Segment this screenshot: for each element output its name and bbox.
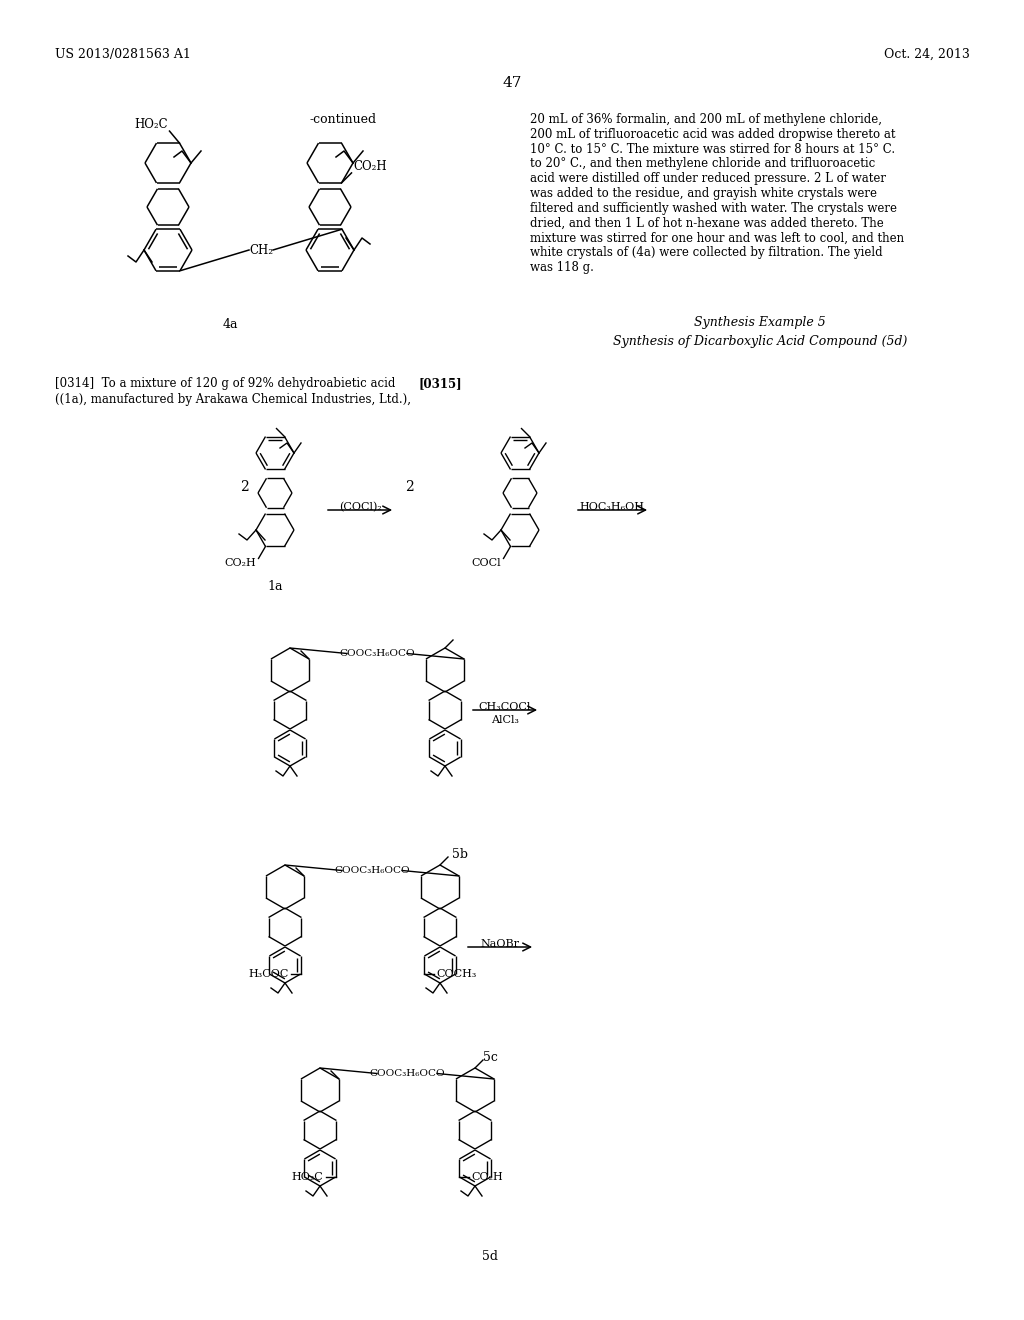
Text: 2: 2 bbox=[240, 480, 249, 494]
Text: 20 mL of 36% formalin, and 200 mL of methylene chloride,: 20 mL of 36% formalin, and 200 mL of met… bbox=[530, 114, 882, 125]
Text: was 118 g.: was 118 g. bbox=[530, 261, 594, 275]
Text: [0314]  To a mixture of 120 g of 92% dehydroabietic acid: [0314] To a mixture of 120 g of 92% dehy… bbox=[55, 378, 395, 389]
Text: HO₂C: HO₂C bbox=[134, 117, 168, 131]
Text: COOC₃H₆OCO: COOC₃H₆OCO bbox=[339, 649, 415, 657]
Text: acid were distilled off under reduced pressure. 2 L of water: acid were distilled off under reduced pr… bbox=[530, 172, 886, 185]
Text: US 2013/0281563 A1: US 2013/0281563 A1 bbox=[55, 48, 190, 61]
Text: Oct. 24, 2013: Oct. 24, 2013 bbox=[884, 48, 970, 61]
Text: CO₂H: CO₂H bbox=[353, 160, 387, 173]
Text: 10° C. to 15° C. The mixture was stirred for 8 hours at 15° C.: 10° C. to 15° C. The mixture was stirred… bbox=[530, 143, 895, 156]
Text: (COCl)₂: (COCl)₂ bbox=[339, 502, 381, 512]
Text: dried, and then 1 L of hot n-hexane was added thereto. The: dried, and then 1 L of hot n-hexane was … bbox=[530, 216, 884, 230]
Text: 5c: 5c bbox=[482, 1051, 498, 1064]
Text: CH₃COCl: CH₃COCl bbox=[479, 702, 531, 711]
Text: NaOBr: NaOBr bbox=[480, 939, 519, 949]
Text: was added to the residue, and grayish white crystals were: was added to the residue, and grayish wh… bbox=[530, 187, 877, 201]
Text: CH₂: CH₂ bbox=[249, 243, 273, 256]
Text: H₃COC: H₃COC bbox=[248, 969, 289, 979]
Text: ((1a), manufactured by Arakawa Chemical Industries, Ltd.),: ((1a), manufactured by Arakawa Chemical … bbox=[55, 393, 411, 407]
Text: to 20° C., and then methylene chloride and trifluoroacetic: to 20° C., and then methylene chloride a… bbox=[530, 157, 876, 170]
Text: COCH₃: COCH₃ bbox=[436, 969, 477, 979]
Text: mixture was stirred for one hour and was left to cool, and then: mixture was stirred for one hour and was… bbox=[530, 231, 904, 244]
Text: filtered and sufficiently washed with water. The crystals were: filtered and sufficiently washed with wa… bbox=[530, 202, 897, 215]
Text: HOC₃H₆OH: HOC₃H₆OH bbox=[580, 502, 644, 512]
Text: AlCl₃: AlCl₃ bbox=[490, 715, 519, 725]
Text: CO₂H: CO₂H bbox=[471, 1172, 503, 1181]
Text: CO₂H: CO₂H bbox=[224, 558, 256, 569]
Text: 200 mL of trifluoroacetic acid was added dropwise thereto at: 200 mL of trifluoroacetic acid was added… bbox=[530, 128, 896, 141]
Text: Synthesis Example 5: Synthesis Example 5 bbox=[694, 315, 826, 329]
Text: 1a: 1a bbox=[267, 579, 283, 593]
Text: COCl: COCl bbox=[472, 558, 502, 569]
Text: Synthesis of Dicarboxylic Acid Compound (5d): Synthesis of Dicarboxylic Acid Compound … bbox=[612, 335, 907, 348]
Text: 2: 2 bbox=[406, 480, 414, 494]
Text: COOC₃H₆OCO: COOC₃H₆OCO bbox=[334, 866, 410, 875]
Text: [0315]: [0315] bbox=[418, 378, 462, 389]
Text: -continued: -continued bbox=[310, 114, 377, 125]
Text: 47: 47 bbox=[503, 77, 521, 90]
Text: white crystals of (4a) were collected by filtration. The yield: white crystals of (4a) were collected by… bbox=[530, 247, 883, 259]
Text: 5d: 5d bbox=[482, 1250, 498, 1263]
Text: HO₂C: HO₂C bbox=[292, 1172, 324, 1181]
Text: 4a: 4a bbox=[222, 318, 238, 331]
Text: COOC₃H₆OCO: COOC₃H₆OCO bbox=[370, 1069, 444, 1078]
Text: 5b: 5b bbox=[452, 847, 468, 861]
